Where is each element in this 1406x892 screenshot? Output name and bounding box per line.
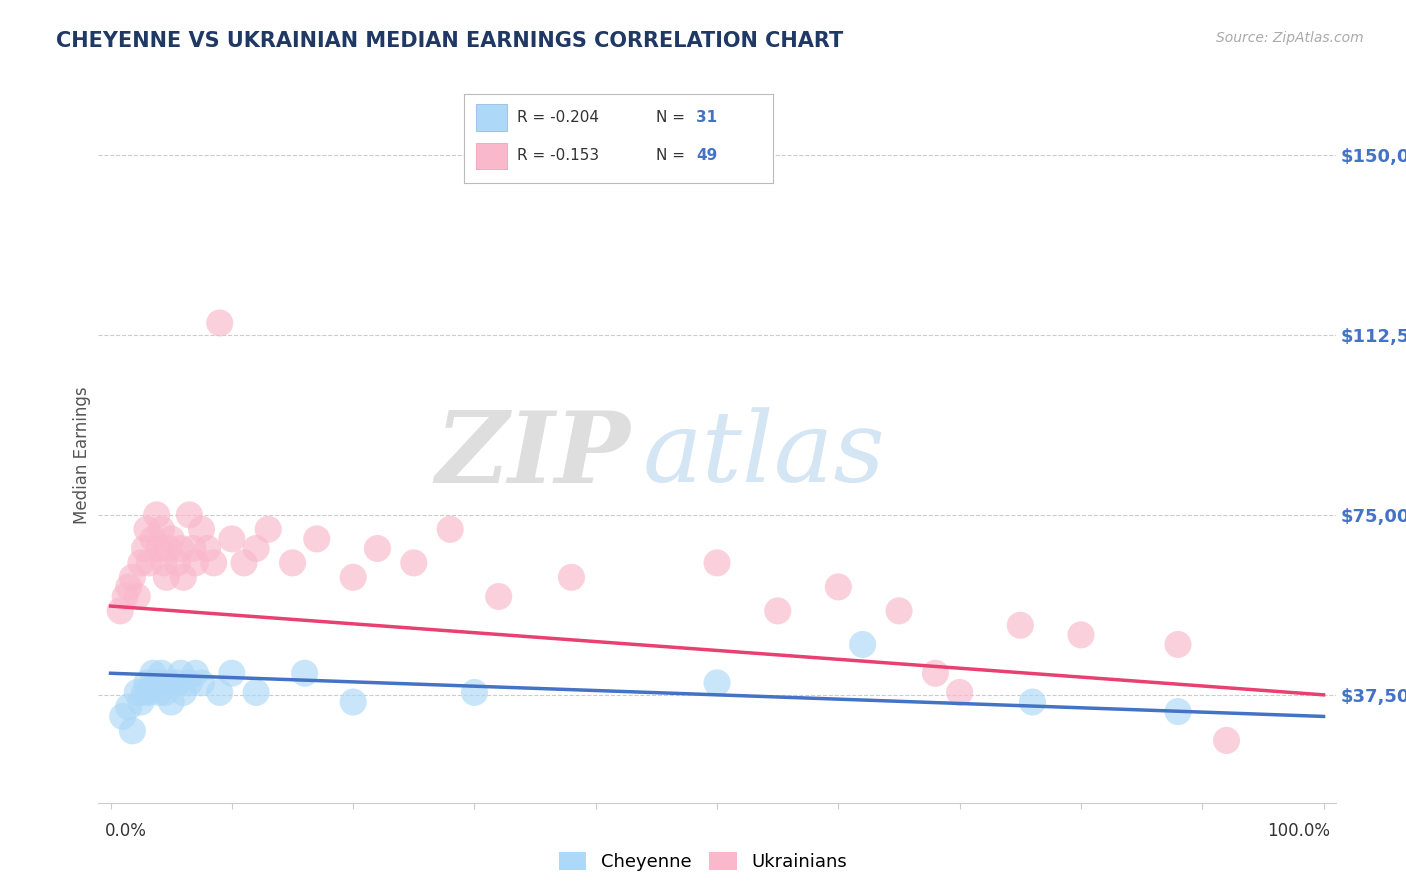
Point	[150, 522, 173, 536]
Point	[208, 316, 231, 330]
Point	[150, 666, 173, 681]
Point	[1167, 705, 1189, 719]
Point	[488, 590, 510, 604]
Point	[110, 604, 132, 618]
Point	[202, 556, 225, 570]
Point	[157, 541, 180, 556]
Point	[160, 532, 183, 546]
Point	[1215, 733, 1237, 747]
Point	[1070, 628, 1092, 642]
Text: ZIP: ZIP	[436, 407, 630, 503]
Text: 49: 49	[696, 148, 717, 163]
Point	[170, 541, 193, 556]
Text: CHEYENNE VS UKRAINIAN MEDIAN EARNINGS CORRELATION CHART: CHEYENNE VS UKRAINIAN MEDIAN EARNINGS CO…	[56, 31, 844, 51]
Text: atlas: atlas	[643, 408, 886, 502]
Text: 0.0%: 0.0%	[104, 822, 146, 840]
Point	[142, 666, 165, 681]
Point	[118, 699, 141, 714]
Text: N =: N =	[655, 110, 689, 125]
Point	[136, 676, 159, 690]
Point	[111, 709, 134, 723]
Point	[166, 676, 188, 690]
Point	[148, 541, 170, 556]
Point	[257, 522, 280, 536]
Point	[127, 590, 149, 604]
Point	[1167, 637, 1189, 651]
Point	[305, 532, 328, 546]
Point	[221, 532, 243, 546]
Point	[118, 580, 141, 594]
Legend: Cheyenne, Ukrainians: Cheyenne, Ukrainians	[553, 845, 853, 879]
Text: R = -0.153: R = -0.153	[516, 148, 599, 163]
Point	[852, 637, 875, 651]
Point	[342, 695, 364, 709]
Point	[221, 666, 243, 681]
Point	[924, 666, 946, 681]
Text: 100.0%: 100.0%	[1267, 822, 1330, 840]
FancyBboxPatch shape	[477, 104, 508, 131]
Point	[172, 685, 194, 699]
Point	[142, 532, 165, 546]
Point	[145, 676, 167, 690]
Point	[121, 723, 143, 738]
Point	[172, 570, 194, 584]
Point	[145, 508, 167, 522]
Point	[136, 522, 159, 536]
Point	[208, 685, 231, 699]
Point	[155, 570, 177, 584]
Point	[197, 541, 219, 556]
Point	[138, 556, 160, 570]
Point	[342, 570, 364, 584]
Point	[129, 695, 152, 709]
Point	[1021, 695, 1043, 709]
Point	[153, 556, 176, 570]
Point	[160, 695, 183, 709]
Text: N =: N =	[655, 148, 689, 163]
Point	[138, 685, 160, 699]
Point	[181, 541, 204, 556]
Point	[134, 685, 156, 699]
Point	[245, 685, 267, 699]
Point	[153, 685, 176, 699]
Point	[560, 570, 582, 584]
Point	[463, 685, 485, 699]
Y-axis label: Median Earnings: Median Earnings	[73, 386, 91, 524]
Point	[184, 556, 207, 570]
Point	[949, 685, 972, 699]
Point	[184, 666, 207, 681]
Point	[179, 508, 201, 522]
Text: Source: ZipAtlas.com: Source: ZipAtlas.com	[1216, 31, 1364, 45]
Point	[706, 676, 728, 690]
Point	[121, 570, 143, 584]
Point	[134, 541, 156, 556]
Point	[281, 556, 304, 570]
Point	[129, 556, 152, 570]
Point	[166, 556, 188, 570]
Point	[233, 556, 256, 570]
Point	[366, 541, 388, 556]
Point	[148, 685, 170, 699]
Point	[294, 666, 316, 681]
Point	[887, 604, 910, 618]
Point	[179, 676, 201, 690]
Point	[706, 556, 728, 570]
Text: R = -0.204: R = -0.204	[516, 110, 599, 125]
Point	[766, 604, 789, 618]
Point	[827, 580, 849, 594]
Point	[114, 590, 136, 604]
Point	[190, 522, 212, 536]
Point	[1010, 618, 1032, 632]
Point	[245, 541, 267, 556]
Point	[190, 676, 212, 690]
Point	[127, 685, 149, 699]
Point	[157, 676, 180, 690]
Point	[402, 556, 425, 570]
Text: 31: 31	[696, 110, 717, 125]
Point	[439, 522, 461, 536]
FancyBboxPatch shape	[477, 143, 508, 169]
Point	[170, 666, 193, 681]
